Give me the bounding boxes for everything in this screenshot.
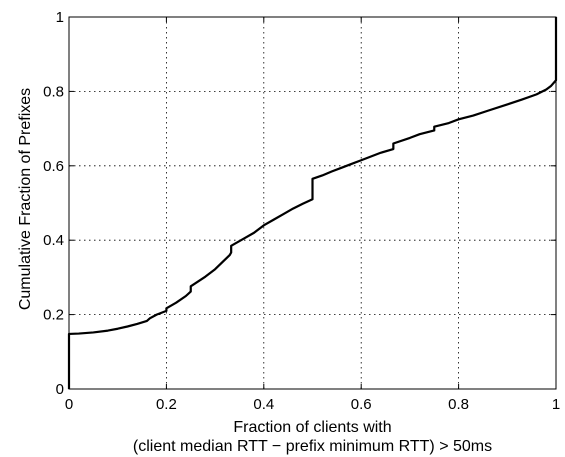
axis-ticks [68,16,557,390]
plot-frame [68,16,557,390]
x-tick-label: 0.8 [448,396,469,413]
y-tick-label: 0.2 [43,307,64,324]
y-tick-label: 0.8 [43,83,64,100]
x-tick-label: 0.6 [351,396,372,413]
y-tick-label: 0.4 [43,232,64,249]
y-tick-label: 1 [56,9,64,26]
grid-lines [69,17,556,389]
cdf-series-line [67,17,558,389]
y-tick-labels: 0 0.2 0.4 0.6 0.8 1 [43,9,64,398]
x-tick-label: 0.2 [156,396,177,413]
x-tick-label: 0.4 [253,396,274,413]
x-tick-label: 1 [552,396,560,413]
x-axis-title-line-1: Fraction of clients with [233,419,391,436]
y-axis-title: Cumulative Fraction of Prefixes [17,88,34,310]
y-tick-label: 0 [56,381,64,398]
y-tick-label: 0.6 [43,158,64,175]
x-tick-labels: 0 0.2 0.4 0.6 0.8 1 [65,396,560,413]
x-tick-label: 0 [65,396,73,413]
x-axis-title-line-2: (client median RTT − prefix minimum RTT)… [133,438,492,455]
